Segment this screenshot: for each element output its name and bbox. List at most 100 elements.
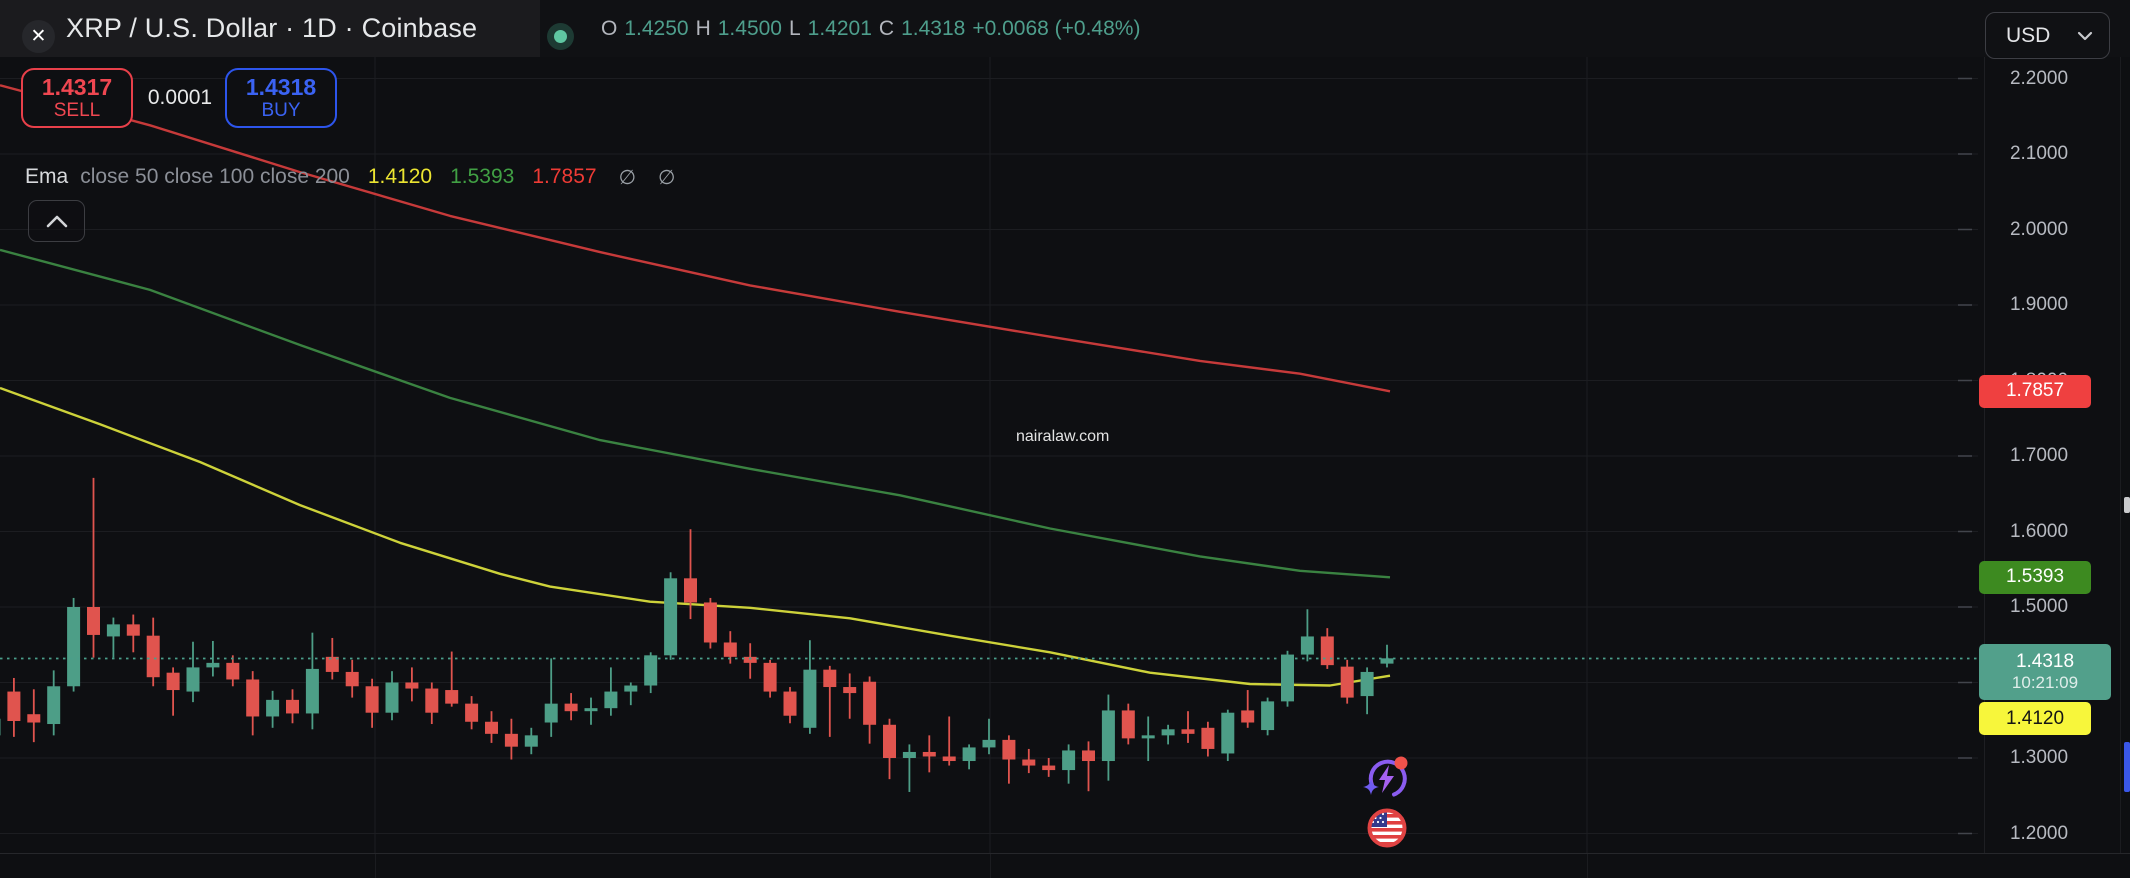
candle-body <box>0 718 1 736</box>
candle-body <box>544 703 558 723</box>
candle-body <box>67 607 81 687</box>
candle-body <box>286 699 299 714</box>
candle-body <box>803 669 817 728</box>
ema200-price-tag: 1.7857 <box>1979 374 2091 408</box>
price-tick-label: 1.3000 <box>2009 747 2069 768</box>
time-grid-tick <box>1587 854 1588 878</box>
ohlc-readout: O 1.4250 H 1.4500 L 1.4201 C 1.4318 +0.0068 … <box>601 0 1140 57</box>
candle-body <box>345 671 359 687</box>
price-axis[interactable]: 2.20002.10002.00001.90001.80001.70001.60… <box>1979 57 2130 853</box>
candle-body <box>1181 729 1195 734</box>
symbol-title[interactable]: XRP / U.S. Dollar · 1D · Coinbase <box>66 13 478 43</box>
candle-body <box>146 635 160 678</box>
ema-indicator-legend: Ema close 50 close 100 close 200 1.4120 … <box>25 160 675 194</box>
candle-body <box>922 751 936 757</box>
time-axis[interactable] <box>0 853 2130 878</box>
candle-body <box>703 602 717 643</box>
candle-body <box>1002 739 1016 760</box>
chevron-up-icon <box>46 215 67 227</box>
price-tick-label: 1.9000 <box>2009 294 2069 315</box>
empty-value-icon[interactable]: ∅ <box>658 166 676 189</box>
candle-body <box>445 690 459 704</box>
ema100-line <box>0 248 1391 579</box>
candle-body <box>1261 701 1275 731</box>
ema100-price-tag: 1.5393 <box>1979 560 2091 594</box>
candle-body <box>1380 658 1394 664</box>
current-price-tag: 1.4318 10:21:09 <box>1979 644 2111 701</box>
price-tick-label: 1.7000 <box>2009 445 2069 466</box>
candle-body <box>584 708 598 712</box>
sell-button[interactable]: 1.4317 SELL <box>21 68 133 128</box>
candle-body <box>1062 750 1076 771</box>
candle-body <box>684 578 697 603</box>
candle-body <box>942 756 956 762</box>
candle-body <box>1042 765 1056 771</box>
price-tick-label: 1.5000 <box>2009 596 2069 617</box>
currency-dropdown[interactable]: USD <box>1985 12 2110 59</box>
xrp-logo-icon[interactable]: ✕ <box>22 20 55 53</box>
candle-body <box>1340 666 1354 698</box>
close-label: C <box>878 16 895 40</box>
buy-price: 1.4318 <box>245 73 317 100</box>
buy-label: BUY <box>261 100 301 122</box>
candle-body <box>823 669 837 688</box>
candle-body <box>723 642 737 657</box>
candle-body <box>1241 710 1255 723</box>
candle-body <box>783 691 797 716</box>
candle-body <box>604 691 618 709</box>
candle-body <box>385 682 399 713</box>
candle-body <box>962 747 976 762</box>
time-grid-tick <box>375 854 376 878</box>
watermark: nairalaw.com <box>1016 428 1110 445</box>
ema100-value: 1.5393 <box>450 165 515 188</box>
symbol-title-panel <box>0 0 540 57</box>
candle-body <box>266 699 280 717</box>
spread-value: 0.0001 <box>147 86 213 109</box>
candle-body <box>226 662 240 680</box>
candle-body <box>186 667 200 692</box>
candle-body <box>843 687 857 694</box>
candle-body <box>465 703 479 722</box>
candle-body <box>1320 636 1334 666</box>
candle-body <box>1201 727 1215 749</box>
candle-body <box>1101 710 1115 762</box>
candle-body <box>126 624 140 636</box>
candle-body <box>883 724 896 758</box>
candle-body <box>27 714 41 723</box>
candle-body <box>425 688 439 713</box>
candle-body <box>524 735 538 747</box>
candle-body <box>1121 710 1135 739</box>
price-tick-label: 2.0000 <box>2009 218 2069 240</box>
candle-body <box>1221 712 1235 754</box>
collapse-indicators-button[interactable] <box>28 200 85 242</box>
usd-market-button[interactable] <box>1365 806 1409 850</box>
ai-assistant-button[interactable] <box>1360 751 1414 805</box>
empty-value-icon[interactable]: ∅ <box>618 166 636 189</box>
sell-label: SELL <box>53 100 101 122</box>
buy-button[interactable]: 1.4318 BUY <box>225 68 337 128</box>
candle-body <box>305 668 319 714</box>
ai-sparkle-icon <box>1363 756 1408 797</box>
close-value: 1.4318 <box>901 16 966 40</box>
high-label: H <box>695 16 711 40</box>
chevron-down-icon <box>2077 31 2093 40</box>
edge-artifact-light <box>2124 497 2130 513</box>
candle-body <box>1281 654 1294 702</box>
edge-artifact-blue <box>2124 742 2130 792</box>
price-tick-label: 1.6000 <box>2009 520 2069 542</box>
currency-dropdown-value: USD <box>2006 23 2051 47</box>
countdown-timer: 10:21:09 <box>2011 673 2079 693</box>
candle-body <box>206 662 220 668</box>
candle-body <box>624 685 638 692</box>
candle-body <box>405 682 419 689</box>
open-label: O <box>601 16 618 40</box>
candlestick-chart-canvas[interactable] <box>0 57 1984 853</box>
ema50-price-tag: 1.4120 <box>1979 702 2091 736</box>
candle-body <box>863 681 877 725</box>
market-status-icon <box>547 23 574 50</box>
candle-body <box>325 656 339 672</box>
indicator-name[interactable]: Ema <box>25 165 69 188</box>
open-value: 1.4250 <box>624 16 689 40</box>
candle-body <box>743 656 757 663</box>
